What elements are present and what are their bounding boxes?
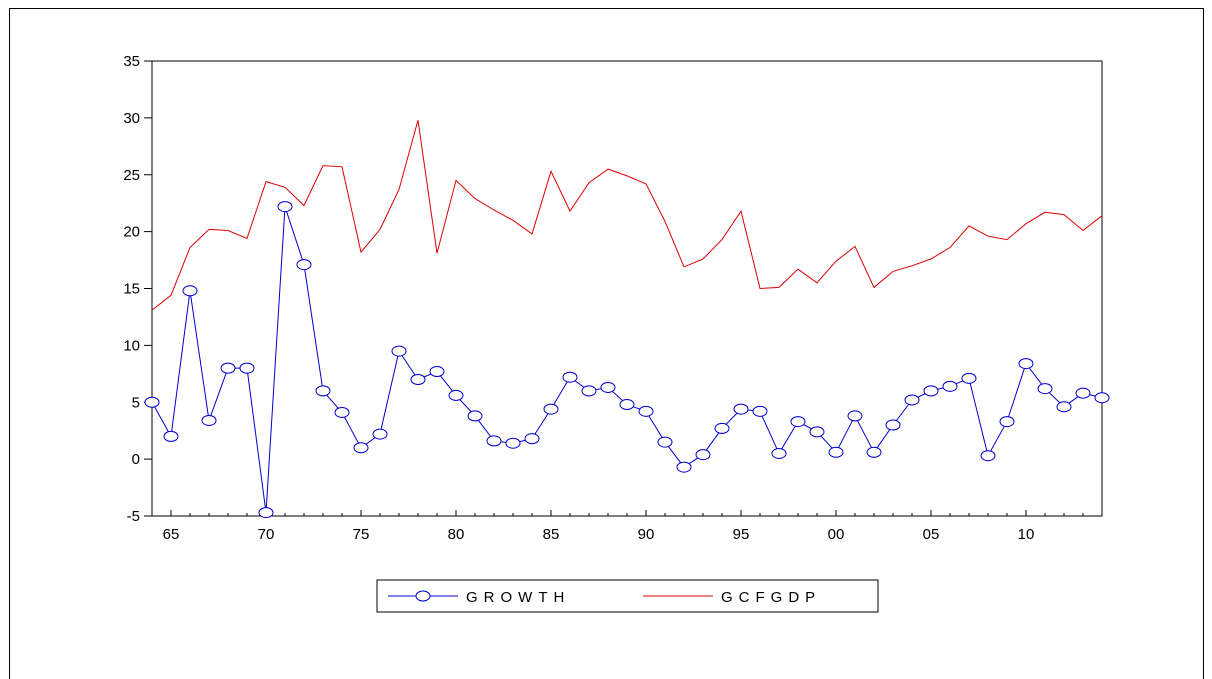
data-point-growth <box>581 385 597 397</box>
data-point-growth <box>695 449 711 461</box>
data-point-growth <box>904 394 920 406</box>
data-point-growth <box>543 403 559 415</box>
data-point-growth <box>182 285 198 297</box>
data-point-growth <box>714 422 730 434</box>
data-point-growth <box>467 410 483 422</box>
y-tick-label: 15 <box>123 281 140 298</box>
y-tick-label: 25 <box>123 167 140 184</box>
data-point-growth <box>277 201 293 213</box>
x-tick-label: 75 <box>353 526 370 543</box>
data-point-growth <box>733 403 749 415</box>
x-axis: 65 70 75 80 85 90 95 00 05 10 <box>151 510 1103 543</box>
x-tick-label: 80 <box>448 526 465 543</box>
data-point-growth <box>866 446 882 458</box>
data-point-growth <box>220 362 236 374</box>
data-point-growth <box>771 447 787 459</box>
x-tick-label: 90 <box>638 526 655 543</box>
data-point-growth <box>410 374 426 385</box>
data-point-growth <box>524 433 540 445</box>
series-line-growth <box>151 206 1103 513</box>
y-tick-label: 20 <box>123 224 140 241</box>
data-point-growth <box>638 405 654 417</box>
plot-area <box>151 60 1103 517</box>
y-tick-label: -5 <box>127 508 140 525</box>
data-point-growth <box>296 259 312 271</box>
x-tick-label: 65 <box>163 526 180 543</box>
y-tick-label: 5 <box>132 394 140 411</box>
x-tick-label: 95 <box>733 526 750 543</box>
data-point-growth <box>448 389 464 401</box>
series-line-gcfgdp <box>151 120 1103 311</box>
y-tick-label: 30 <box>123 110 140 127</box>
series-gcfgdp <box>151 120 1103 311</box>
data-point-growth <box>391 345 407 357</box>
data-point-growth <box>752 405 768 417</box>
series-growth <box>144 201 1110 519</box>
data-point-growth <box>790 416 806 428</box>
data-point-growth <box>353 442 369 454</box>
x-tick-label: 00 <box>828 526 845 543</box>
y-tick-label: 35 <box>123 53 140 70</box>
data-point-growth <box>676 461 692 473</box>
data-point-growth <box>1094 392 1110 404</box>
legend: GROWTH GCFGDP <box>376 579 879 613</box>
data-point-growth <box>1056 401 1072 413</box>
data-point-growth <box>885 419 901 431</box>
plot-border <box>151 60 1103 517</box>
data-point-growth <box>315 385 331 397</box>
data-point-growth <box>258 507 274 519</box>
data-point-growth <box>201 414 217 426</box>
data-point-growth <box>619 399 635 411</box>
data-point-growth <box>600 381 616 393</box>
data-point-growth <box>657 436 673 448</box>
data-point-growth <box>1018 358 1034 370</box>
legend-gcfgdp-label: GCFGDP <box>721 589 821 606</box>
legend-growth-marker <box>415 590 431 602</box>
data-point-growth <box>809 426 825 438</box>
data-point-growth <box>999 416 1015 428</box>
chart-frame <box>9 8 1204 679</box>
data-point-growth <box>334 406 350 418</box>
x-tick-label: 05 <box>923 526 940 543</box>
x-tick-label: 10 <box>1018 526 1035 543</box>
data-point-growth <box>505 437 521 449</box>
y-tick-label: 0 <box>132 451 140 468</box>
data-point-growth <box>942 380 958 392</box>
data-point-growth <box>562 371 578 383</box>
data-point-growth <box>486 435 502 447</box>
data-point-growth <box>923 385 939 397</box>
legend-growth-label: GROWTH <box>466 589 570 606</box>
y-tick-label: 10 <box>123 337 140 354</box>
data-point-growth <box>847 410 863 422</box>
x-tick-label: 85 <box>543 526 560 543</box>
data-point-growth <box>163 430 179 442</box>
y-axis: -5 0 5 10 15 20 25 30 35 <box>123 53 152 525</box>
data-point-growth <box>1037 383 1053 395</box>
data-point-growth <box>980 450 996 462</box>
data-point-growth <box>144 396 160 408</box>
data-point-growth <box>828 446 844 458</box>
data-point-growth <box>372 428 388 440</box>
x-tick-label: 70 <box>258 526 275 543</box>
data-point-growth <box>239 362 255 374</box>
legend-box <box>376 579 879 613</box>
data-point-growth <box>429 366 445 378</box>
data-point-growth <box>961 372 977 384</box>
data-point-growth <box>1075 387 1091 399</box>
